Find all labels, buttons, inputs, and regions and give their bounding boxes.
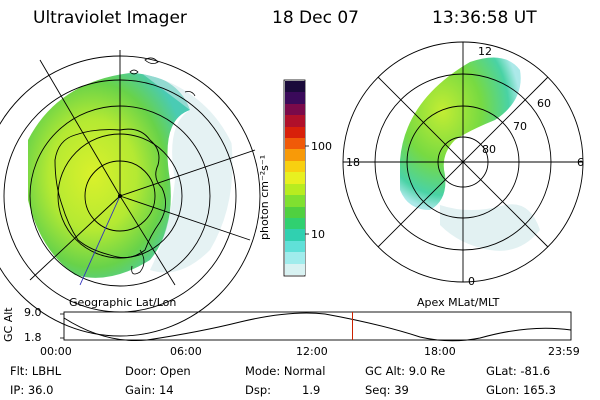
timeline-y-tick-min: 1.8 xyxy=(24,331,42,344)
geographic-map xyxy=(0,50,261,337)
aurora-haze-right xyxy=(440,204,540,251)
glon-info: GLon: 165.3 xyxy=(486,383,556,397)
observation-time: 13:36:58 UT xyxy=(432,8,537,28)
colorbar-band xyxy=(285,138,305,150)
colorbar-band xyxy=(285,195,305,208)
colorbar-band xyxy=(285,126,305,139)
colorbar-band xyxy=(285,183,305,196)
colorbar-tick-100: 100 xyxy=(311,140,332,153)
timeline-x-tick-0600: 06:00 xyxy=(170,345,202,358)
colorbar-band xyxy=(285,252,305,265)
mlt-label-0: 0 xyxy=(468,275,475,288)
gc-alt-info: GC Alt: 9.0 Re xyxy=(365,364,446,378)
observation-date: 18 Dec 07 xyxy=(272,8,359,28)
aurora-glow-right xyxy=(400,57,521,210)
dsp-label: Dsp: xyxy=(245,383,272,397)
current-time-marker xyxy=(351,312,353,340)
colorbar-tick-10: 10 xyxy=(311,228,325,241)
colorbar-band xyxy=(285,115,305,128)
filter-info: Flt: LBHL xyxy=(10,364,62,378)
colorbar-band xyxy=(285,240,305,253)
colorbar-band xyxy=(285,206,305,219)
timeline-x-tick-0000: 00:00 xyxy=(40,345,72,358)
colorbar-band xyxy=(285,81,305,93)
imager-title: Ultraviolet Imager xyxy=(33,8,187,28)
mlat-label-80: 80 xyxy=(482,143,496,156)
door-info: Door: Open xyxy=(125,364,191,378)
right-panel-caption: Apex MLat/MLT xyxy=(417,296,500,309)
timeline-x-tick-1200: 12:00 xyxy=(296,345,328,358)
colorbar-band xyxy=(285,217,305,230)
ip-info: IP: 36.0 xyxy=(10,383,54,397)
colorbar-unit-label: photon cm⁻²s⁻¹ xyxy=(258,154,271,240)
mlat-label-60: 60 xyxy=(537,97,551,110)
colorbar-band xyxy=(285,229,305,242)
mlt-label-12: 12 xyxy=(478,45,492,58)
mlt-label-18: 18 xyxy=(346,156,360,169)
colorbar-band xyxy=(285,172,305,185)
gc-altitude-curve xyxy=(63,312,572,342)
colorbar-band xyxy=(285,160,305,173)
mlat-label-70: 70 xyxy=(513,120,527,133)
gain-info: Gain: 14 xyxy=(125,383,174,397)
coastline xyxy=(54,128,166,259)
timeline-y-label: GC Alt xyxy=(2,307,15,342)
left-panel-caption: Geographic Lat/Lon xyxy=(69,296,177,309)
mode-info: Mode: Normal xyxy=(245,364,326,378)
seq-info: Seq: 39 xyxy=(365,383,409,397)
dsp-value: 1.9 xyxy=(302,383,321,397)
timeline-frame xyxy=(63,311,572,341)
colorbar-band xyxy=(285,263,305,276)
colorbar-band xyxy=(285,103,305,116)
colorbar-band xyxy=(285,92,305,105)
timeline-y-tick-max: 9.0 xyxy=(24,306,42,319)
colorbar-strip xyxy=(285,81,305,276)
colorbar-band xyxy=(285,149,305,162)
glat-info: GLat: -81.6 xyxy=(486,364,551,378)
aurora-glow-left xyxy=(28,72,190,278)
mlt-label-6: 6 xyxy=(577,156,584,169)
timeline-x-tick-2359: 23:59 xyxy=(548,345,580,358)
timeline-x-tick-1800: 18:00 xyxy=(424,345,456,358)
magnetic-map xyxy=(342,41,584,283)
